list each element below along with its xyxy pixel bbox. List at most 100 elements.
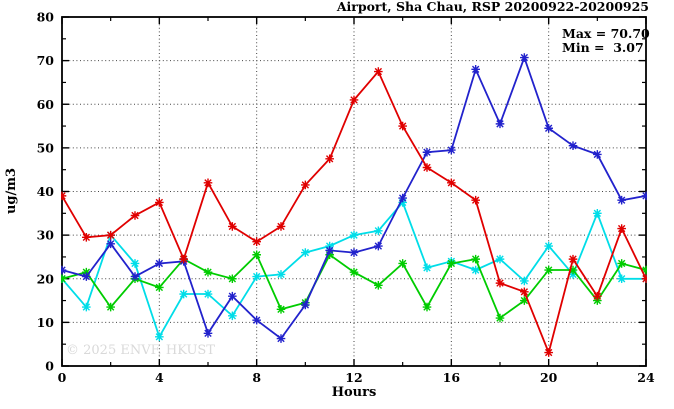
cyan-series-marker xyxy=(495,254,505,264)
y-tick-label: 60 xyxy=(37,97,55,112)
green-series-marker xyxy=(422,302,432,312)
blue-series-marker xyxy=(276,334,286,343)
blue-series-marker xyxy=(301,300,310,310)
cyan-series-marker xyxy=(228,311,237,321)
cyan-series-marker xyxy=(301,248,310,257)
cyan-series-marker xyxy=(422,263,432,273)
red-series-marker xyxy=(179,254,188,264)
green-series-marker xyxy=(155,283,164,292)
blue-series xyxy=(61,53,647,343)
green-series-marker xyxy=(471,254,480,264)
min-annotation: Min = 3.07 xyxy=(562,40,644,55)
chart-title: Airport, Sha Chau, RSP 20200922-20200925 xyxy=(336,0,649,14)
red-series-marker xyxy=(349,95,359,105)
green-series-marker xyxy=(61,274,67,284)
blue-series-marker xyxy=(325,246,334,255)
cyan-series-marker xyxy=(568,270,578,279)
blue-series-marker xyxy=(398,193,407,203)
y-tick-label: 80 xyxy=(37,10,55,25)
red-series-marker xyxy=(325,154,334,164)
blue-series-marker xyxy=(252,315,261,325)
plot-area: 0 10 20 30 40 50 60 70 80 0 4 8 12 16 20 24 xyxy=(37,10,655,386)
green-series-marker xyxy=(276,304,286,314)
green-series-marker xyxy=(447,259,456,268)
green-series-marker xyxy=(593,296,602,305)
red-series-marker xyxy=(203,178,213,188)
red-series-marker xyxy=(593,291,602,301)
x-tick-label: 20 xyxy=(540,370,558,385)
blue-series-marker xyxy=(61,265,67,275)
cyan-series-marker xyxy=(593,209,602,218)
red-series-marker xyxy=(520,287,529,297)
red-series-marker xyxy=(155,198,164,207)
cyan-series-marker xyxy=(544,241,553,251)
red-series-marker xyxy=(641,274,647,284)
cyan-series-marker xyxy=(325,241,334,251)
blue-series-marker xyxy=(520,53,529,62)
green-series-marker xyxy=(106,302,115,312)
blue-series-marker xyxy=(544,123,553,133)
green-series-marker xyxy=(228,274,237,284)
cyan-series-marker xyxy=(398,198,407,207)
cyan-series-marker xyxy=(520,276,529,286)
red-series-marker xyxy=(568,254,578,264)
watermark: © 2025 ENVF, HKUST xyxy=(66,343,215,358)
y-tick-label: 50 xyxy=(37,140,55,155)
red-series-marker xyxy=(228,222,237,231)
red-series-marker xyxy=(374,67,383,76)
y-tick-label: 20 xyxy=(37,271,55,286)
red-series-marker xyxy=(82,233,91,242)
blue-series-marker xyxy=(82,272,91,281)
green-series-marker xyxy=(520,296,529,305)
red-series xyxy=(61,67,647,357)
blue-series-marker xyxy=(471,65,480,74)
green-series-marker xyxy=(398,259,407,268)
series-group xyxy=(61,53,647,357)
green-series-marker xyxy=(252,250,261,260)
green-series-marker xyxy=(544,265,553,275)
cyan-series-marker xyxy=(374,226,383,236)
blue-series-marker xyxy=(617,195,626,205)
blue-series-marker xyxy=(593,150,602,159)
red-series-marker xyxy=(447,178,456,188)
y-tick-label: 70 xyxy=(37,53,55,68)
blue-series-marker xyxy=(349,248,359,257)
y-axis-label: ug/m3 xyxy=(4,168,19,214)
x-tick-label: 12 xyxy=(345,370,362,385)
y-tick-label: 30 xyxy=(37,228,55,243)
x-tick-label: 8 xyxy=(252,370,261,385)
x-tick-label: 4 xyxy=(155,370,164,385)
red-series-marker xyxy=(61,191,67,201)
cyan-series-marker xyxy=(617,274,626,284)
red-series-marker xyxy=(544,348,553,357)
blue-series-marker xyxy=(203,328,213,338)
red-series-marker xyxy=(276,222,286,231)
cyan-series-marker xyxy=(155,332,164,342)
red-series-marker xyxy=(398,121,407,131)
cyan-series-marker xyxy=(471,265,480,275)
cyan-series-marker xyxy=(349,230,359,240)
blue-series-marker xyxy=(106,239,115,249)
red-series-marker xyxy=(301,180,310,190)
cyan-series-marker xyxy=(179,289,188,299)
cyan-series-marker xyxy=(252,272,261,281)
red-series-marker xyxy=(422,163,432,172)
blue-series-marker xyxy=(568,141,578,150)
max-annotation: Max = 70.70 xyxy=(562,26,650,41)
blue-series-marker xyxy=(495,119,505,129)
cyan-series-marker xyxy=(276,270,286,279)
green-series-marker xyxy=(203,267,213,277)
blue-series-marker xyxy=(155,259,164,268)
x-tick-label: 24 xyxy=(637,370,655,385)
green-series-marker xyxy=(82,267,91,277)
green-series-marker xyxy=(349,267,359,277)
cyan-series-marker xyxy=(203,289,213,299)
red-series-marker xyxy=(495,278,505,288)
y-tick-label: 10 xyxy=(37,315,55,330)
blue-series-marker xyxy=(374,241,383,251)
blue-series-marker xyxy=(447,145,456,155)
green-series-marker xyxy=(568,265,578,275)
x-axis-label: Hours xyxy=(332,385,377,400)
